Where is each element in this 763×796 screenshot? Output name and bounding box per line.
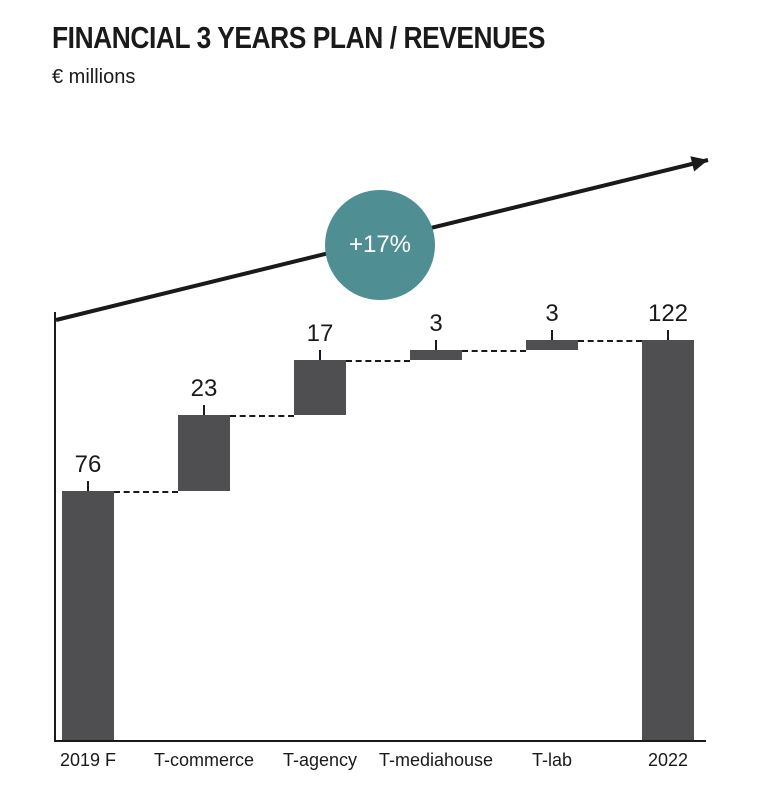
growth-badge: +17% bbox=[325, 190, 435, 300]
page-root: FINANCIAL 3 YEARS PLAN / REVENUES € mill… bbox=[0, 0, 763, 796]
trend-arrow-icon bbox=[0, 0, 763, 796]
growth-badge-label: +17% bbox=[349, 231, 411, 259]
